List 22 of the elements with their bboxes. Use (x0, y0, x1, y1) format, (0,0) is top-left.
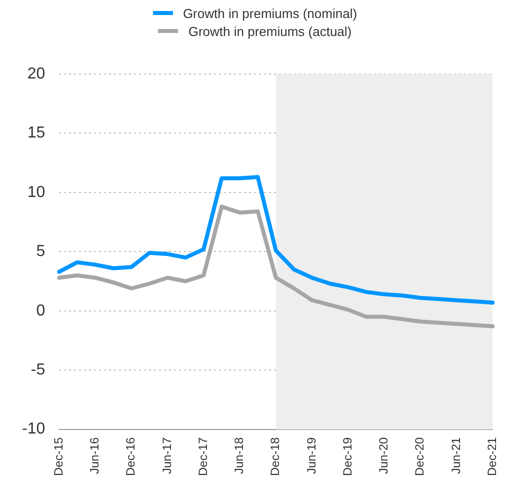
y-tick-label: -10 (22, 420, 46, 438)
x-tick-label: Jun-18 (232, 437, 246, 474)
x-tick-label: Dec-15 (51, 436, 66, 476)
y-tick-label: 15 (27, 124, 46, 142)
y-tick-label: 20 (27, 65, 46, 82)
y-tick-label: 5 (36, 243, 46, 260)
x-tick-label: Dec-19 (340, 436, 354, 476)
x-tick-label: Dec-18 (268, 436, 282, 476)
y-tick-label: 0 (36, 302, 46, 320)
x-tick-label: Dec-17 (196, 436, 210, 476)
x-tick-label: Dec-21 (484, 436, 499, 476)
legend-label: Growth in premiums (nominal) (182, 6, 358, 20)
x-tick-label: Jun-21 (448, 437, 463, 474)
y-tick-label: 10 (27, 184, 46, 201)
x-tick-label: Jun-19 (304, 437, 318, 474)
x-tick-label: Dec-20 (412, 436, 427, 476)
x-tick-label: Jun-17 (160, 437, 174, 474)
x-tick-label: Dec-16 (124, 436, 138, 476)
x-tick-label: Jun-16 (88, 437, 102, 474)
y-tick-label: -5 (30, 362, 46, 379)
x-tick-label: Jun-20 (376, 437, 391, 474)
legend-label: Growth in premiums (actual) (188, 24, 352, 38)
